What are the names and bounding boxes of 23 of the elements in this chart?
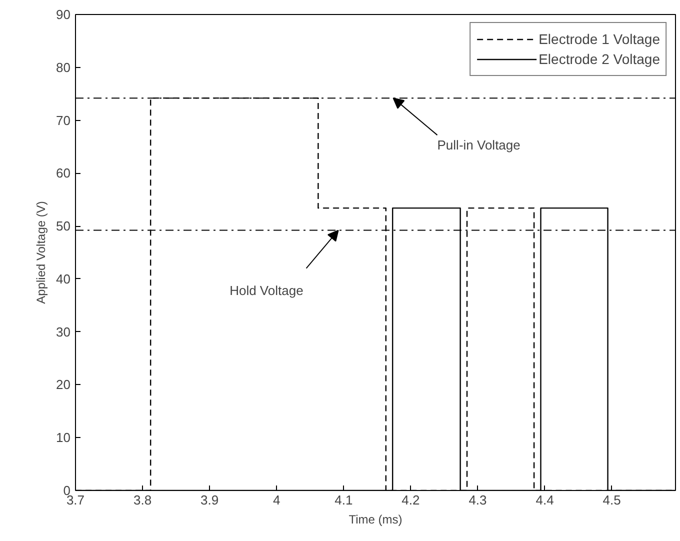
legend-label: Electrode 2 Voltage <box>538 51 660 67</box>
x-tick-label: 3.9 <box>200 492 219 508</box>
y-tick-label: 60 <box>56 166 71 181</box>
y-tick-label: 80 <box>56 60 71 75</box>
x-tick-label: 4.1 <box>334 492 353 508</box>
y-tick-label: 10 <box>56 430 71 446</box>
x-axis-title: Time (ms) <box>348 512 402 526</box>
annotation: Hold Voltage <box>230 282 304 298</box>
x-tick-label: 4.3 <box>468 492 487 508</box>
y-tick-label: 40 <box>56 271 71 286</box>
annotation: Pull-in Voltage <box>437 138 520 153</box>
x-tick-label: 3.8 <box>134 492 152 508</box>
x-tick-label: 4 <box>273 492 280 508</box>
y-tick-label: 30 <box>56 324 71 340</box>
x-tick-label: 4.4 <box>536 492 554 508</box>
x-tick-label: 4.5 <box>602 492 621 508</box>
y-tick-label: 50 <box>56 218 71 234</box>
y-axis-title: Applied Voltage (V) <box>34 201 48 304</box>
y-tick-label: 20 <box>56 377 71 392</box>
x-tick-label: 4.2 <box>402 492 420 508</box>
y-tick-label: 90 <box>56 7 71 22</box>
y-tick-label: 70 <box>56 112 71 128</box>
legend-label: Electrode 1 Voltage <box>538 31 660 47</box>
